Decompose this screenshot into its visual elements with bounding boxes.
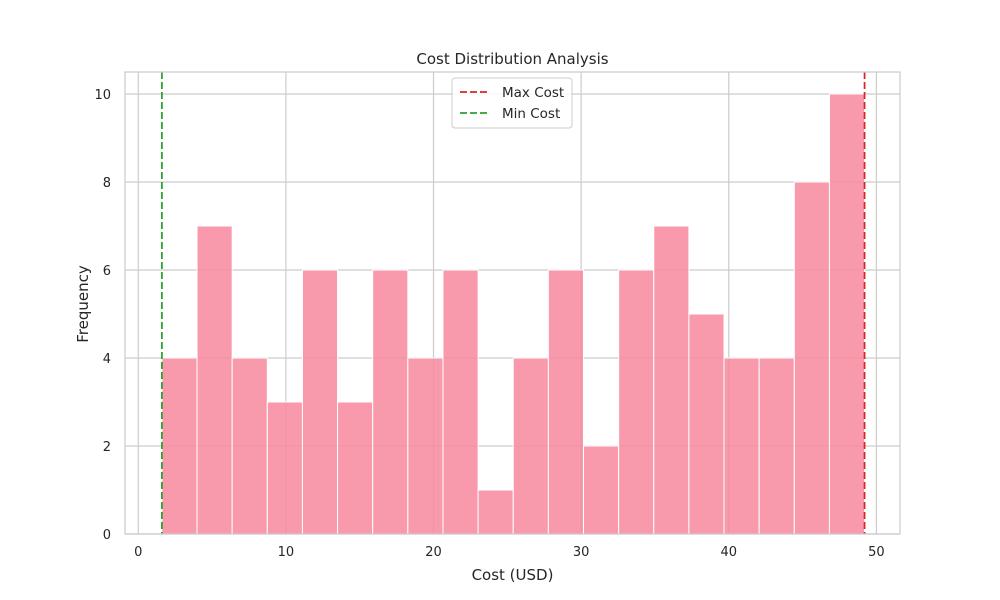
- histogram-bar: [477, 489, 514, 535]
- legend-label-max-cost: Max Cost: [502, 85, 564, 101]
- y-axis-ticks: 0 2 4 6 8 10: [94, 88, 111, 543]
- histogram-bar: [653, 225, 690, 535]
- x-tick-label: 40: [720, 545, 737, 560]
- y-tick-label: 10: [94, 88, 111, 103]
- x-tick-label: 30: [573, 545, 590, 560]
- histogram-bar: [793, 181, 830, 535]
- y-axis-label: Frequency: [74, 265, 92, 343]
- x-tick-label: 10: [278, 545, 295, 560]
- histogram-bar: [372, 269, 409, 535]
- histogram-bar: [337, 401, 374, 535]
- histogram-bar: [512, 357, 549, 535]
- y-tick-label: 6: [103, 264, 111, 279]
- y-tick-label: 8: [103, 176, 111, 191]
- x-tick-label: 50: [868, 545, 885, 560]
- histogram-bar: [618, 269, 655, 535]
- legend-box: [451, 77, 573, 129]
- y-tick-label: 2: [103, 440, 111, 455]
- histogram-bar: [407, 357, 444, 535]
- histogram-bar: [196, 225, 233, 535]
- histogram-bar: [688, 313, 725, 535]
- histogram-bar: [583, 445, 620, 535]
- histogram-bar: [301, 269, 339, 535]
- histogram-bar: [161, 357, 198, 535]
- legend-label-min-cost: Min Cost: [502, 106, 560, 122]
- y-tick-label: 0: [103, 528, 111, 543]
- histogram-bars: [161, 93, 866, 535]
- histogram-bar: [828, 93, 866, 535]
- x-tick-label: 20: [425, 545, 442, 560]
- chart-title: Cost Distribution Analysis: [416, 50, 608, 68]
- histogram-bar: [723, 357, 760, 535]
- histogram-bar: [442, 269, 479, 535]
- histogram-bar: [266, 401, 303, 535]
- reference-lines: [161, 72, 866, 534]
- x-tick-label: 0: [134, 545, 142, 560]
- plot-frame: [124, 71, 901, 535]
- histogram-bar: [547, 269, 585, 535]
- histogram-bar: [758, 357, 795, 535]
- x-axis-ticks: 0 10 20 30 40 50: [134, 545, 885, 560]
- legend: Max Cost Min Cost: [451, 77, 573, 129]
- histogram-bar: [231, 357, 268, 535]
- x-axis-label: Cost (USD): [472, 566, 554, 584]
- y-tick-label: 4: [103, 352, 111, 367]
